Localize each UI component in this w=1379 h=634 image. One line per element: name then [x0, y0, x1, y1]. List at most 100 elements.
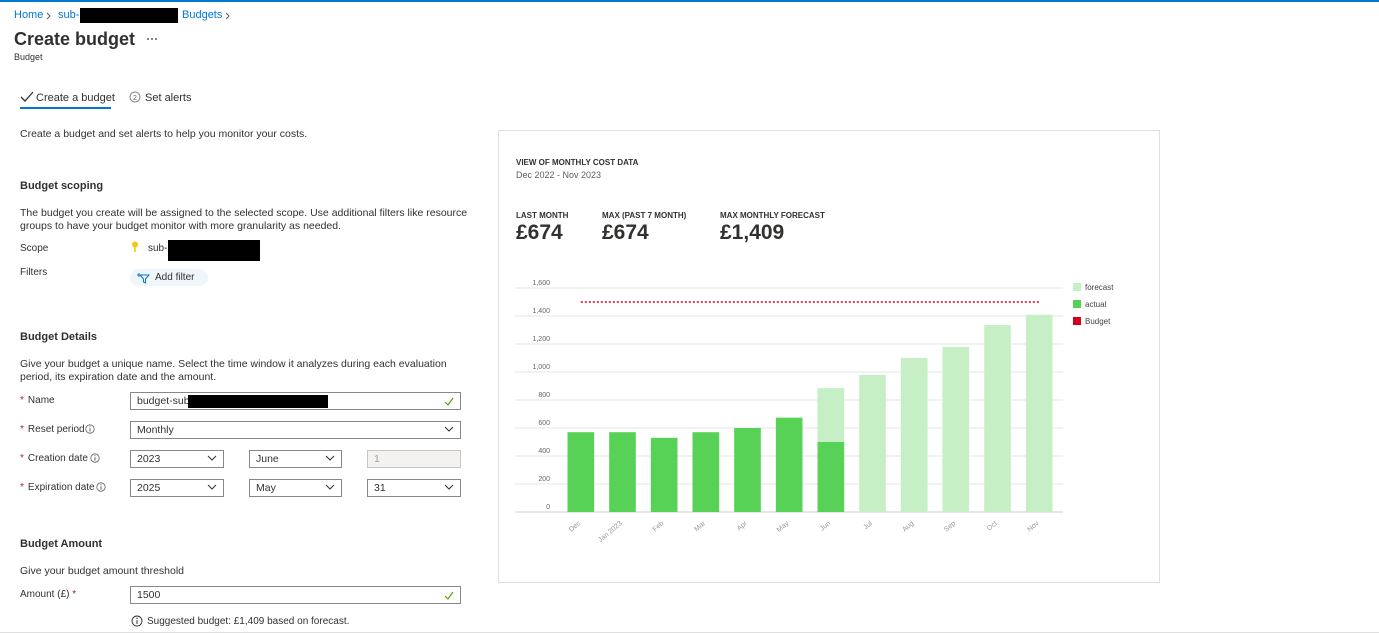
month-select[interactable]: May — [249, 479, 342, 497]
bar — [734, 428, 761, 512]
x-tick-label: Sep — [943, 520, 957, 533]
kpi-label: MAX MONTHLY FORECAST — [720, 211, 825, 220]
section-description: The budget you create will be assigned t… — [20, 207, 468, 232]
add-filter-label: Add filter — [155, 272, 195, 283]
x-tick-label: Jun — [819, 520, 832, 533]
bar — [942, 346, 970, 512]
kpi-value: £674 — [602, 221, 649, 244]
chevron — [46, 12, 51, 20]
label-text: Name — [27, 395, 55, 406]
filter-icon — [137, 273, 151, 284]
chevron — [225, 12, 230, 20]
legend-swatch — [1073, 300, 1081, 308]
kpi-value: £1,409 — [720, 221, 785, 244]
intro-text: Create a budget and set alerts to help y… — [20, 128, 308, 140]
dropdown-chevron — [325, 455, 335, 461]
chart-panel — [498, 130, 1160, 583]
y-tick-label: 1,200 — [532, 336, 550, 343]
select-value: June — [256, 453, 279, 465]
tab-underline — [20, 107, 111, 109]
section-description: Give your budget amount threshold — [20, 565, 185, 577]
y-tick-label: 600 — [538, 420, 550, 427]
dropdown-chevron — [207, 455, 217, 461]
y-tick-label: 200 — [538, 476, 550, 483]
dropdown-chevron — [444, 426, 454, 432]
breadcrumb-link[interactable]: Home — [14, 9, 44, 21]
year-select[interactable]: 2023 — [130, 450, 224, 468]
info-icon[interactable] — [85, 424, 95, 434]
section-title: Budget scoping — [20, 180, 104, 192]
valid-icon — [444, 591, 454, 600]
bar — [859, 374, 886, 512]
day-select[interactable]: 31 — [367, 479, 461, 497]
select-value: May — [256, 482, 276, 494]
x-tick-label: May — [776, 520, 791, 534]
redaction — [80, 8, 178, 23]
x-tick-label: Nov — [1026, 520, 1040, 534]
panel-range: Dec 2022 - Nov 2023 — [516, 170, 602, 180]
bar — [984, 325, 1011, 512]
input-value: 1500 — [137, 589, 161, 601]
add-filter-button[interactable]: Add filter — [130, 269, 208, 286]
info-icon — [131, 615, 143, 627]
legend-swatch — [1073, 317, 1081, 325]
x-tick-label: Dec — [568, 520, 582, 534]
kpi-value: £674 — [516, 221, 563, 244]
x-tick-label: Oct — [986, 520, 999, 532]
field-label: * Creation date — [20, 453, 88, 464]
select-value: 31 — [374, 482, 386, 494]
x-tick-label: Mar — [693, 520, 707, 534]
day-select: 1 — [367, 450, 461, 468]
suggestion-text: Suggested budget: £1,409 based on foreca… — [147, 616, 350, 627]
page-title: Create budget — [14, 29, 136, 49]
y-tick-label: 1,600 — [532, 280, 550, 287]
field-label: * Name — [20, 395, 55, 406]
scope-value: sub- — [148, 243, 168, 254]
redaction — [188, 395, 328, 408]
required-mark: * — [20, 482, 24, 493]
x-tick-label: Feb — [652, 520, 666, 533]
bar — [1025, 314, 1053, 512]
field-label: Amount (£) * — [20, 589, 80, 600]
legend-label: Budget — [1085, 317, 1111, 326]
step-circle: 2 — [129, 91, 141, 103]
reset-select[interactable]: Monthly — [130, 421, 461, 439]
field-label: Filters — [20, 267, 48, 278]
x-tick-label: Jan 2023 — [597, 520, 624, 544]
amount-input[interactable]: 1500 — [130, 586, 461, 604]
section-description: Give your budget a unique name. Select t… — [20, 358, 447, 383]
info-icon[interactable] — [90, 453, 100, 463]
x-tick-label: Aug — [901, 520, 915, 533]
required-mark: * — [20, 453, 24, 464]
field-label: * Expiration date — [20, 482, 95, 493]
year-select[interactable]: 2025 — [130, 479, 224, 497]
breadcrumb-link[interactable]: sub- — [58, 9, 80, 21]
dropdown-chevron — [207, 484, 217, 490]
bar — [567, 432, 595, 512]
info-icon[interactable] — [96, 482, 106, 492]
label-text: Creation date — [27, 453, 88, 464]
step-number: 2 — [133, 95, 137, 102]
required-mark: * — [20, 424, 24, 435]
panel-title: VIEW OF MONTHLY COST DATA — [516, 158, 639, 167]
tab[interactable]: Set alerts — [145, 92, 192, 104]
breadcrumb-link[interactable]: Budgets — [182, 9, 223, 21]
divider — [0, 632, 1379, 633]
select-value: Monthly — [137, 424, 174, 436]
y-tick-label: 400 — [538, 448, 550, 455]
more-menu[interactable] — [146, 37, 158, 41]
x-tick-label: Apr — [736, 520, 749, 533]
input-value: budget-sub — [137, 395, 190, 407]
select-value: 2023 — [137, 453, 161, 465]
bar — [817, 442, 845, 512]
bar — [609, 432, 636, 512]
top-bar — [0, 0, 1379, 2]
bar — [650, 437, 678, 512]
tab[interactable]: Create a budget — [36, 92, 115, 104]
month-select[interactable]: June — [249, 450, 342, 468]
valid-icon — [444, 397, 454, 406]
x-tick-label: Jul — [862, 520, 874, 531]
label-text: Reset period — [27, 424, 85, 435]
